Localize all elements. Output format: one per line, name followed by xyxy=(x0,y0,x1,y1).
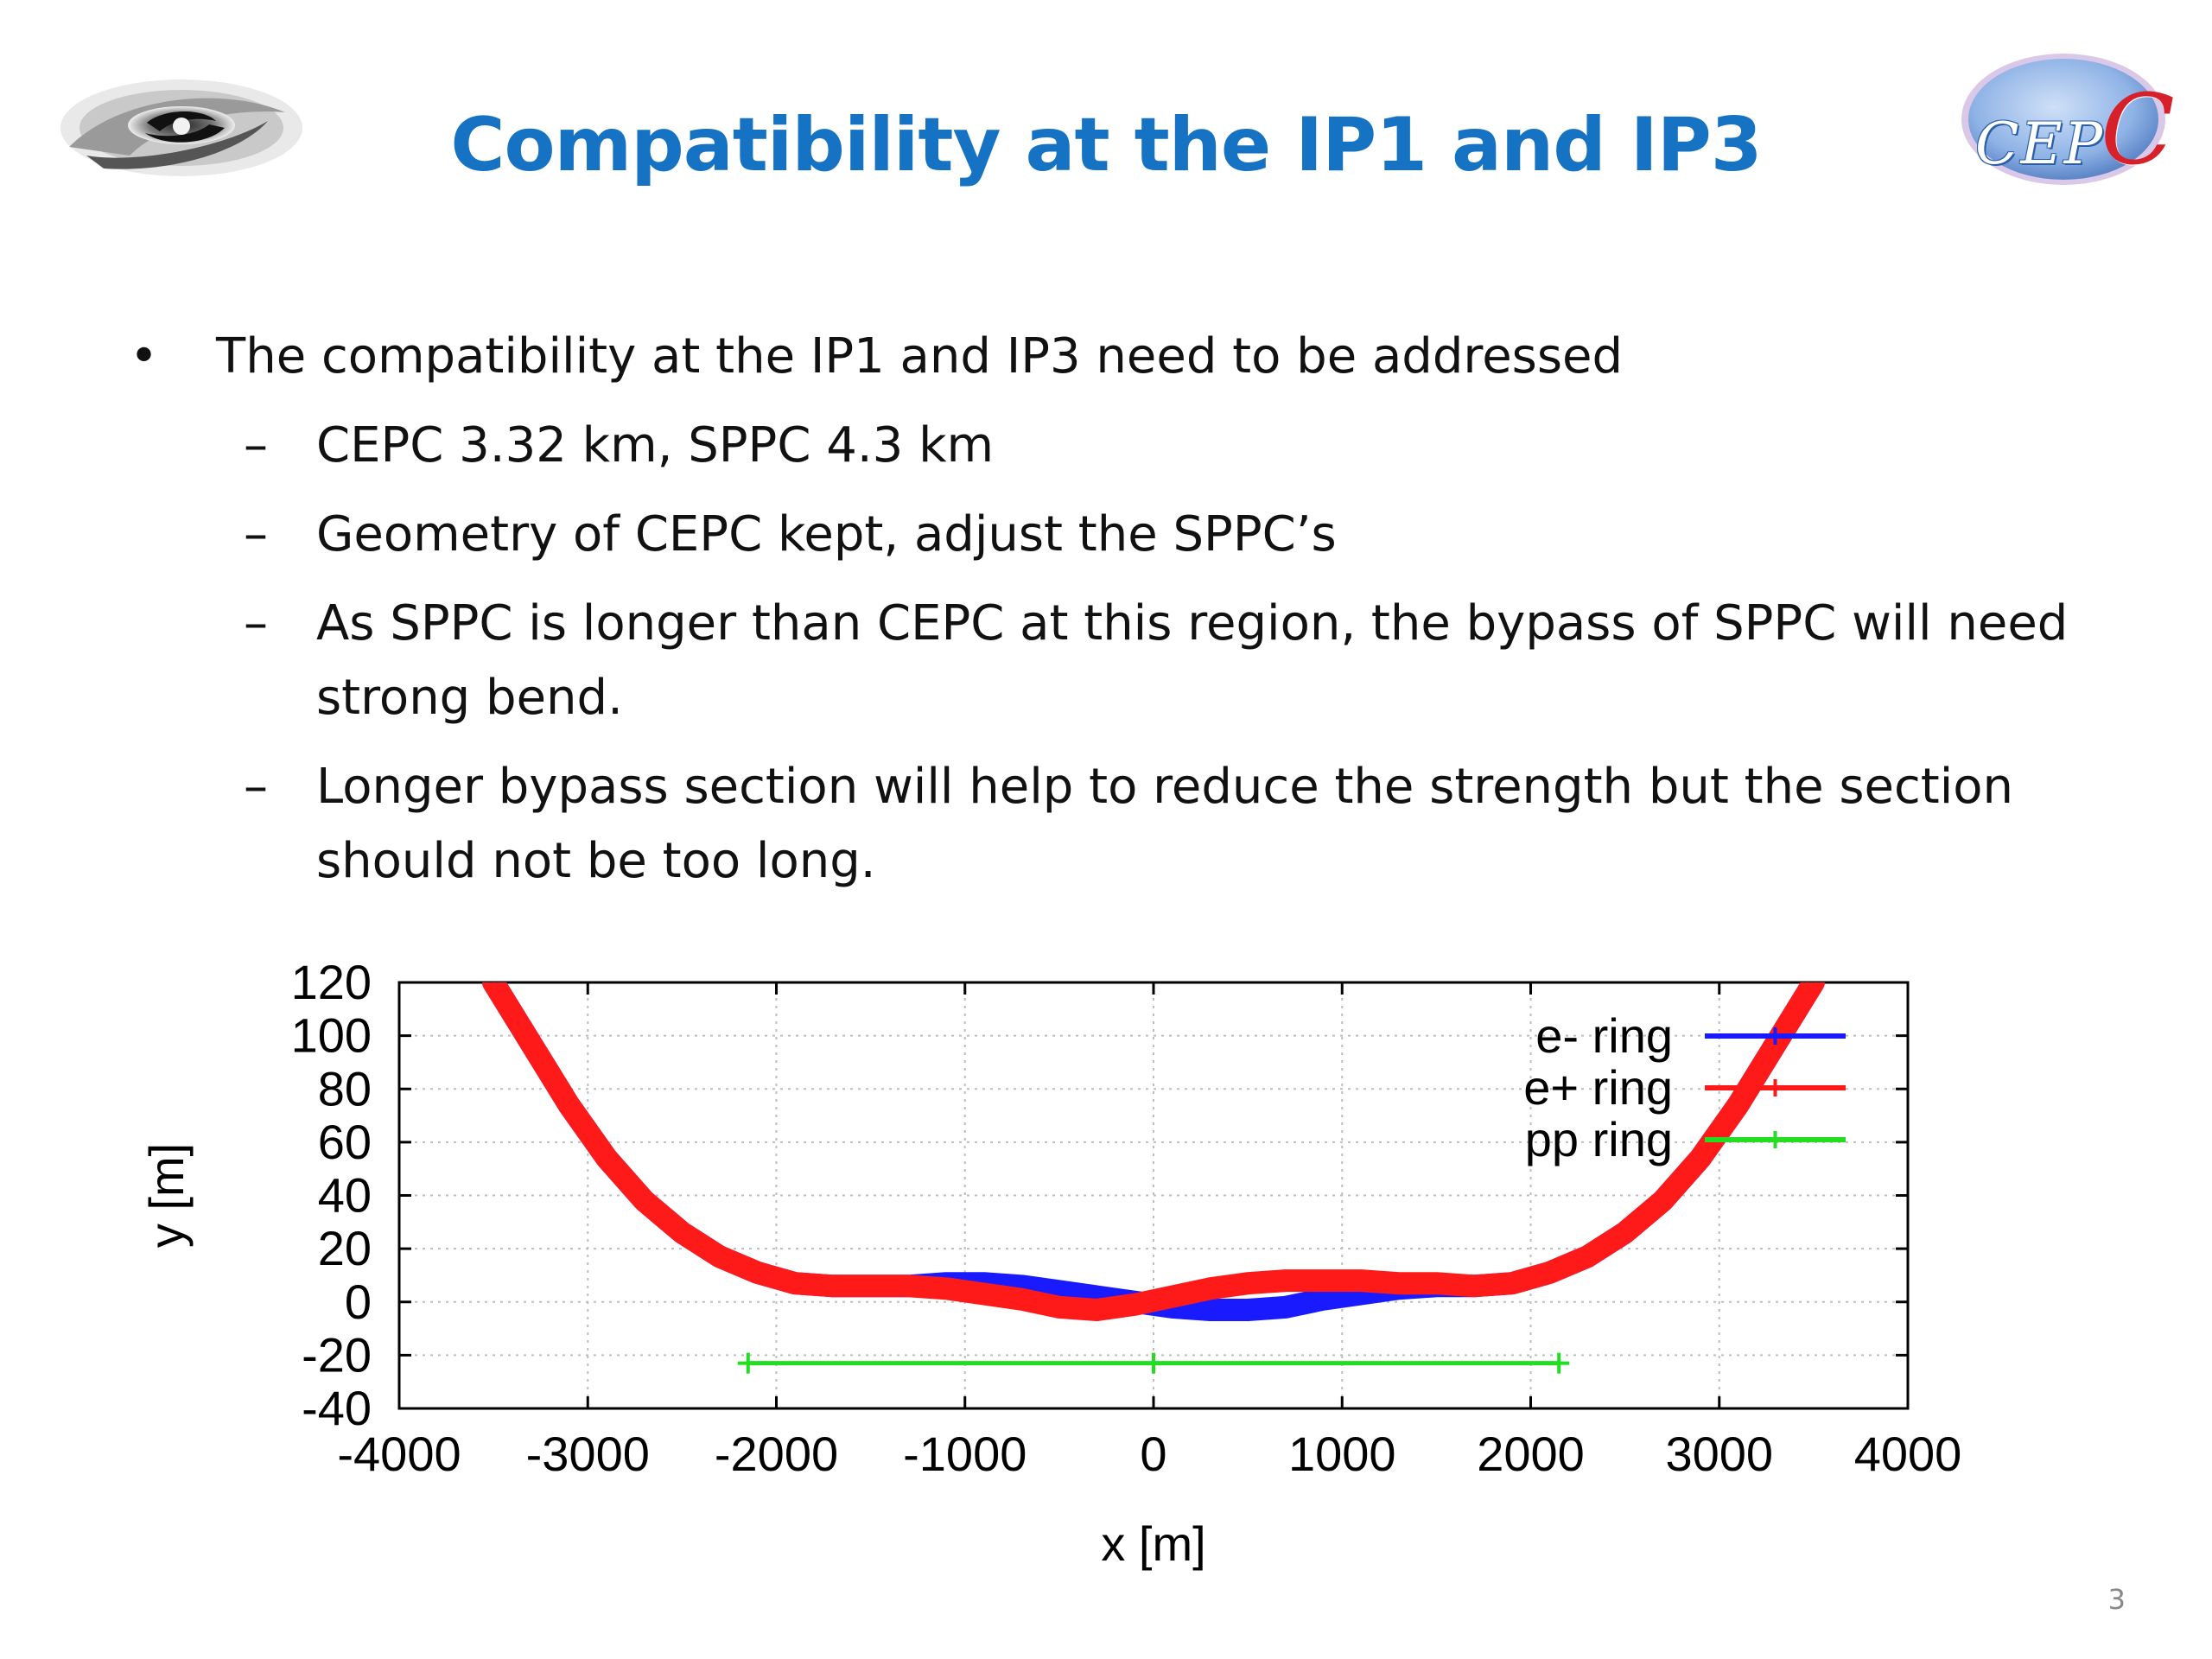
data-point-marker xyxy=(1314,1272,1332,1290)
data-point-marker xyxy=(1013,1290,1031,1308)
data-point-marker xyxy=(1548,1352,1570,1374)
legend-label: e+ ring xyxy=(1523,1060,1673,1115)
bullet-list: • The compatibility at the IP1 and IP3 n… xyxy=(130,320,2117,899)
data-point-marker xyxy=(786,1274,804,1293)
legend-label: e- ring xyxy=(1535,1008,1673,1063)
sub-bullet-item: – As SPPC is longer than CEPC at this re… xyxy=(130,587,2117,735)
sub-bullet-item: – CEPC 3.32 km, SPPC 4.3 km xyxy=(130,409,2117,483)
data-point-marker xyxy=(1729,1096,1747,1114)
data-point-marker xyxy=(1239,1300,1257,1319)
data-point-marker xyxy=(1201,1280,1219,1298)
y-axis-label: y [m] xyxy=(139,1143,194,1248)
data-point-marker xyxy=(635,1192,653,1210)
y-tick-label: 20 xyxy=(318,1221,372,1275)
data-point-marker xyxy=(1541,1263,1559,1281)
bullet-item: • The compatibility at the IP1 and IP3 n… xyxy=(130,320,2117,394)
x-tick-label: 0 xyxy=(1140,1427,1166,1481)
data-point-marker xyxy=(560,1096,578,1114)
institute-logo xyxy=(52,60,311,190)
cepc-logo-badge-icon xyxy=(1961,54,2165,185)
data-point-marker xyxy=(711,1248,729,1266)
page-number: 3 xyxy=(2107,1583,2126,1616)
data-point-marker xyxy=(522,1034,540,1052)
dash-icon: – xyxy=(244,417,268,474)
data-point-marker xyxy=(1352,1272,1370,1290)
x-tick-label: 2000 xyxy=(1477,1427,1585,1481)
dash-icon: – xyxy=(244,506,268,563)
x-tick-label: -1000 xyxy=(903,1427,1027,1481)
data-point-marker xyxy=(1314,1290,1332,1308)
data-point-marker xyxy=(1050,1298,1068,1316)
data-point-marker xyxy=(1427,1274,1446,1293)
y-tick-label: 60 xyxy=(318,1115,372,1169)
data-point-marker xyxy=(1654,1192,1672,1210)
y-tick-label: 80 xyxy=(318,1061,372,1116)
data-point-marker xyxy=(485,982,503,991)
sub-bullet-text: Longer bypass section will help to reduc… xyxy=(316,759,2014,889)
y-tick-label: -20 xyxy=(302,1327,372,1382)
data-point-marker xyxy=(1088,1300,1106,1319)
data-point-marker xyxy=(823,1277,842,1295)
cepc-logo: CEPC xyxy=(1953,43,2177,190)
cepc-logo-text: CEPC xyxy=(1975,74,2177,187)
data-point-marker xyxy=(1276,1298,1294,1316)
data-point-marker xyxy=(1691,1149,1709,1167)
data-point-marker xyxy=(1578,1248,1596,1266)
dash-icon: – xyxy=(244,595,268,652)
data-point-marker xyxy=(748,1263,766,1281)
sub-bullet-text: As SPPC is longer than CEPC at this regi… xyxy=(316,595,2069,726)
dash-icon: – xyxy=(244,759,268,815)
legend-label: pp ring xyxy=(1525,1112,1673,1166)
x-tick-label: 3000 xyxy=(1665,1427,1773,1481)
y-tick-label: 100 xyxy=(291,1008,372,1063)
data-point-marker xyxy=(937,1280,955,1298)
ring-geometry-plot: -4000 -3000 -2000 -1000 0 1000 2000 3000 4000-40… xyxy=(139,955,1962,1571)
y-tick-label: -40 xyxy=(302,1381,372,1435)
data-point-marker xyxy=(899,1277,918,1295)
data-point-marker xyxy=(1465,1277,1484,1295)
bullet-text: The compatibility at the IP1 and IP3 nee… xyxy=(216,328,1623,385)
data-point-marker xyxy=(1163,1287,1181,1306)
data-point-marker xyxy=(1616,1224,1634,1242)
data-point-marker xyxy=(1276,1272,1294,1290)
x-tick-label: 4000 xyxy=(1854,1427,1962,1481)
y-tick-label: 120 xyxy=(291,955,372,1009)
y-tick-label: 40 xyxy=(318,1168,372,1223)
series-group xyxy=(482,982,1825,1374)
data-point-marker xyxy=(975,1285,993,1303)
data-point-marker xyxy=(1126,1295,1144,1313)
data-point-marker xyxy=(1201,1300,1219,1319)
data-point-marker xyxy=(1804,982,1822,991)
data-point-marker xyxy=(1503,1274,1521,1293)
data-point-marker xyxy=(598,1149,616,1167)
data-point-marker xyxy=(1389,1274,1408,1293)
sub-bullet-item: – Longer bypass section will help to red… xyxy=(130,750,2117,899)
bullet-dot-icon: • xyxy=(130,328,159,385)
x-tick-label: -3000 xyxy=(526,1427,650,1481)
data-point-marker xyxy=(737,1352,759,1374)
data-point-marker xyxy=(1143,1352,1164,1374)
data-point-marker xyxy=(673,1224,691,1242)
x-axis-label: x [m] xyxy=(1101,1516,1205,1571)
data-point-marker xyxy=(1239,1274,1257,1293)
sub-bullet-text: CEPC 3.32 km, SPPC 4.3 km xyxy=(316,417,995,474)
x-tick-label: -2000 xyxy=(715,1427,838,1481)
slide-title: Compatibility at the IP1 and IP3 xyxy=(450,102,1762,188)
series-line-e-ring xyxy=(482,982,1825,1321)
data-point-marker xyxy=(861,1277,880,1295)
x-tick-label: 1000 xyxy=(1288,1427,1396,1481)
x-tick-label: -4000 xyxy=(337,1427,461,1481)
spiral-logo-icon xyxy=(60,79,302,176)
y-tick-label: 0 xyxy=(345,1274,372,1329)
sub-bullet-item: – Geometry of CEPC kept, adjust the SPPC… xyxy=(130,498,2117,572)
sub-bullet-text: Geometry of CEPC kept, adjust the SPPC’s xyxy=(316,506,1337,563)
